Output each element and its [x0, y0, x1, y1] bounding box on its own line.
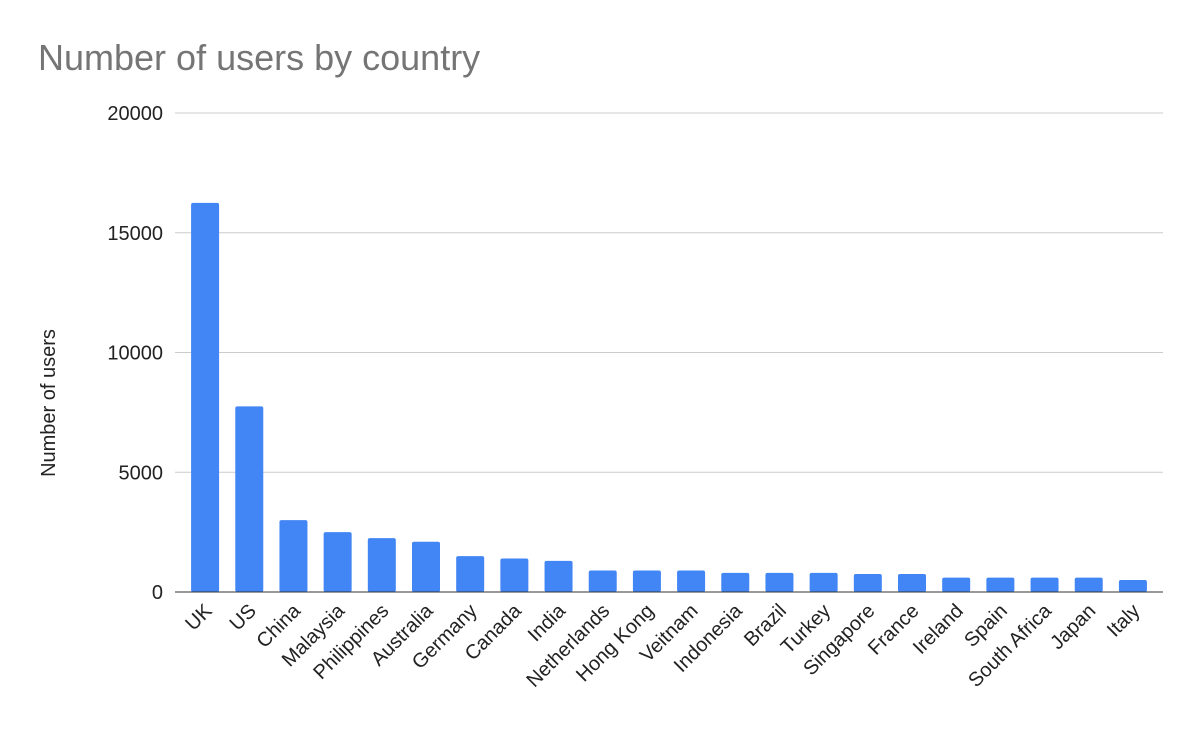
bar [500, 558, 529, 592]
bar [412, 541, 440, 592]
y-tick-label: 5000 [119, 462, 164, 484]
bar [456, 556, 485, 592]
chart-title: Number of users by country [38, 37, 480, 78]
bar [898, 574, 926, 592]
bar [367, 538, 396, 592]
bar [765, 572, 794, 592]
bar [1074, 577, 1103, 592]
y-tick-label: 15000 [107, 223, 163, 245]
bar [721, 572, 750, 592]
y-tick-label: 0 [152, 582, 163, 604]
bar [853, 574, 882, 592]
bar [588, 570, 617, 592]
bar [191, 202, 220, 592]
bar [942, 577, 971, 592]
bar [809, 572, 838, 592]
bar [544, 560, 573, 592]
bar [279, 520, 308, 592]
bar [632, 570, 661, 592]
bar [323, 532, 352, 592]
bar [1118, 580, 1147, 592]
bar [677, 570, 706, 592]
y-axis-title: Number of users [38, 329, 60, 477]
y-tick-label: 20000 [107, 103, 163, 125]
y-tick-label: 10000 [107, 343, 163, 365]
bar [235, 406, 264, 592]
bar [1030, 577, 1059, 592]
bar [986, 577, 1015, 592]
